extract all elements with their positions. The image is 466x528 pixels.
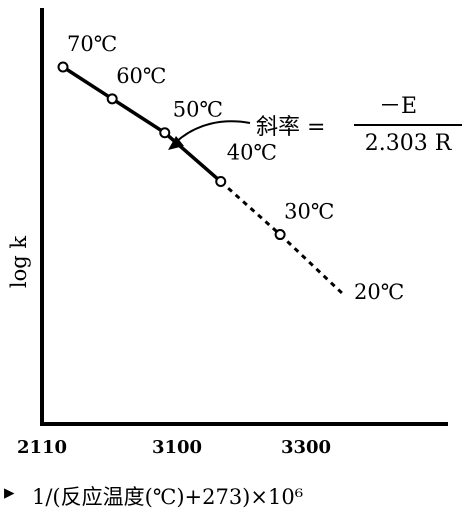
annotation-arrowhead [168,136,184,150]
slope-prefix: 斜率 = [256,115,325,140]
point-label: 50℃ [173,98,223,122]
x-tick-label: 3300 [281,437,331,458]
point-label: 60℃ [116,64,166,88]
data-point [106,93,118,105]
dashed-segment [279,233,346,297]
slope-denominator: 2.303 R [365,131,453,156]
point-label: 70℃ [67,32,117,56]
point-label: 20℃ [354,280,404,304]
x-axis-label: 1/(反应温度(℃)+273)×10⁶ [32,485,303,509]
data-point [215,176,227,188]
x-tick-labels: 2110 3100 3300 [17,437,331,458]
point-label: 30℃ [284,200,334,224]
x-tick-label: 3100 [152,437,202,458]
annotation-arrow [175,120,251,143]
solid-segment [163,131,222,183]
series-line: 70℃ 60℃ 50℃40℃ 30℃ 20℃ [57,32,404,304]
solid-segment [62,65,114,101]
solid-segment [111,97,166,135]
x-axis-label-group: ▸ 1/(反应温度(℃)+273)×10⁶ [4,480,303,509]
slope-annotation: 斜率 = －E 2.303 R [168,94,462,156]
x-axis-arrow-mark: ▸ [4,480,15,504]
point-label: 40℃ [227,141,277,165]
data-point [274,229,286,241]
data-point [57,61,69,73]
slope-numerator: －E [379,94,417,119]
x-tick-label: 2110 [17,437,67,458]
dashed-segment [219,180,282,236]
data-point [159,127,171,139]
y-axis-label: log k [7,236,31,288]
